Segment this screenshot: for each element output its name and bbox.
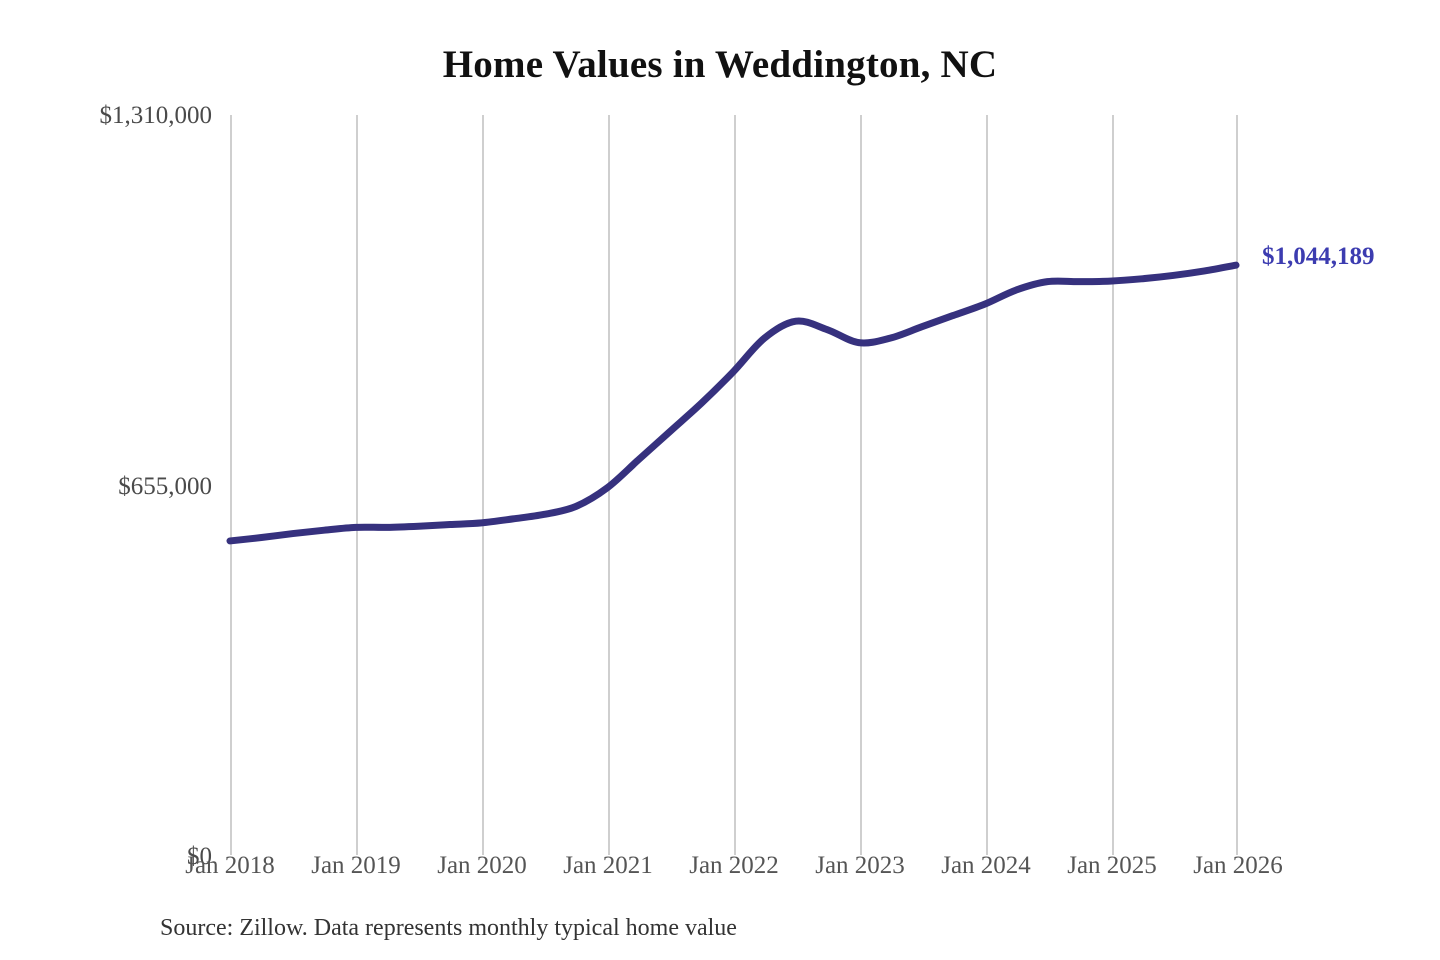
x-axis-tick-label: Jan 2026: [1193, 852, 1283, 879]
gridline-vertical: [230, 115, 232, 855]
gridline-vertical: [986, 115, 988, 855]
x-axis-tick-label: Jan 2024: [941, 852, 1031, 879]
x-axis-tick-label: Jan 2018: [185, 852, 275, 879]
y-axis-tick-label: $0: [187, 843, 212, 870]
x-axis-tick-label: Jan 2022: [689, 852, 779, 879]
x-axis-tick-label: Jan 2023: [815, 852, 905, 879]
chart-title: Home Values in Weddington, NC: [442, 43, 998, 86]
gridline-vertical: [734, 115, 736, 855]
x-axis-tick-label: Jan 2025: [1067, 852, 1157, 879]
x-axis-tick-label: Jan 2019: [311, 852, 401, 879]
gridline-vertical: [860, 115, 862, 855]
gridline-vertical: [1112, 115, 1114, 855]
end-value-annotation: $1,044,189: [1262, 243, 1375, 270]
source-note: Source: Zillow. Data represents monthly …: [160, 915, 737, 941]
y-axis-tick-label: $1,310,000: [99, 102, 213, 129]
x-axis-tick-label: Jan 2021: [563, 852, 653, 879]
gridline-vertical: [356, 115, 358, 855]
x-axis-tick-label: Jan 2020: [437, 852, 527, 879]
y-axis-tick-label: $655,000: [118, 473, 212, 500]
gridline-vertical: [482, 115, 484, 855]
plot-area: [230, 115, 1238, 855]
gridline-vertical: [1236, 115, 1238, 855]
gridline-vertical: [608, 115, 610, 855]
